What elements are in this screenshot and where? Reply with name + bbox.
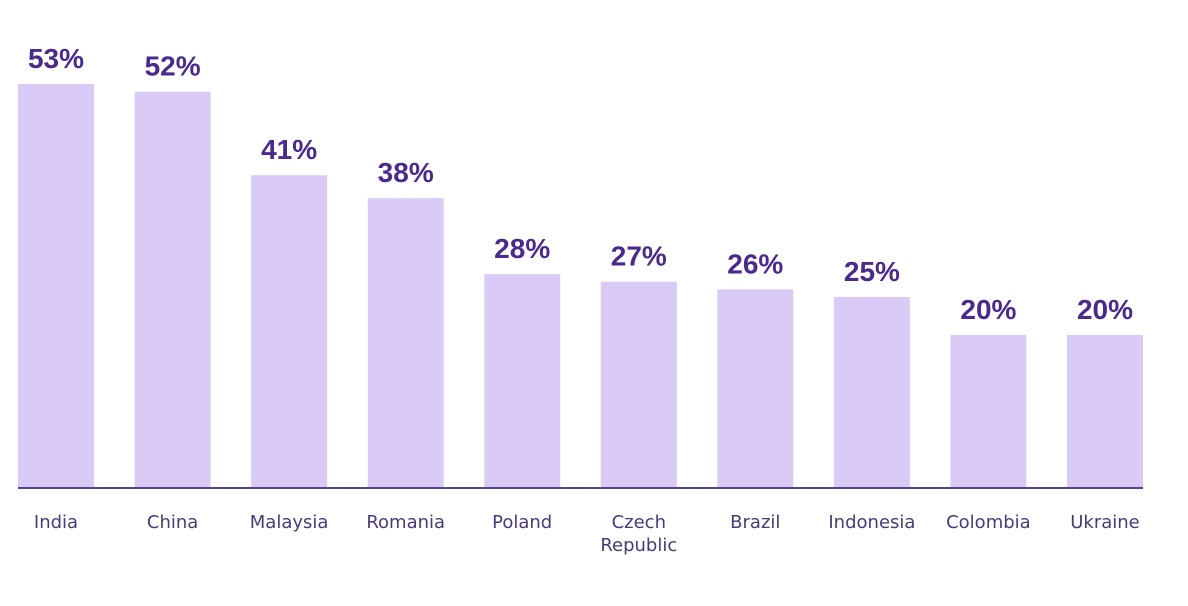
value-label: 20% [960, 294, 1016, 325]
value-label: 28% [494, 233, 550, 264]
bar-india [18, 84, 94, 487]
value-label: 25% [844, 256, 900, 287]
category-label: Poland [492, 512, 552, 533]
bar-romania [367, 198, 444, 487]
category-label: Czech [612, 512, 666, 533]
value-label: 20% [1077, 294, 1133, 325]
category-label: Malaysia [250, 512, 329, 533]
category-label: Republic [600, 535, 677, 556]
category-label: Brazil [730, 512, 780, 533]
value-label: 53% [28, 43, 84, 74]
bar-china [134, 91, 211, 487]
category-label: India [34, 512, 78, 533]
bar-czech-republic [600, 281, 677, 487]
category-labels-group: India China Malaysia Romania Poland CzechRepu… [34, 512, 1140, 556]
bar-indonesia [833, 296, 910, 487]
category-label: Indonesia [828, 512, 915, 533]
value-label: 41% [261, 134, 317, 165]
bar-ukraine [1067, 334, 1143, 487]
category-label: Ukraine [1070, 512, 1140, 533]
bar-poland [484, 274, 561, 487]
bar-malaysia [251, 175, 328, 487]
bars-group [18, 84, 1143, 487]
value-label: 52% [145, 51, 201, 82]
value-label: 27% [611, 241, 667, 272]
category-label: Romania [366, 512, 445, 533]
value-label: 38% [378, 157, 434, 188]
category-label: Colombia [946, 512, 1031, 533]
bar-brazil [717, 289, 794, 487]
bar-colombia [950, 334, 1027, 487]
value-label: 26% [727, 248, 783, 279]
value-labels-group: 53% 52% 41% 38% 28% 27% 26% 25% 20% 20% [28, 43, 1133, 325]
category-label: China [147, 512, 198, 533]
